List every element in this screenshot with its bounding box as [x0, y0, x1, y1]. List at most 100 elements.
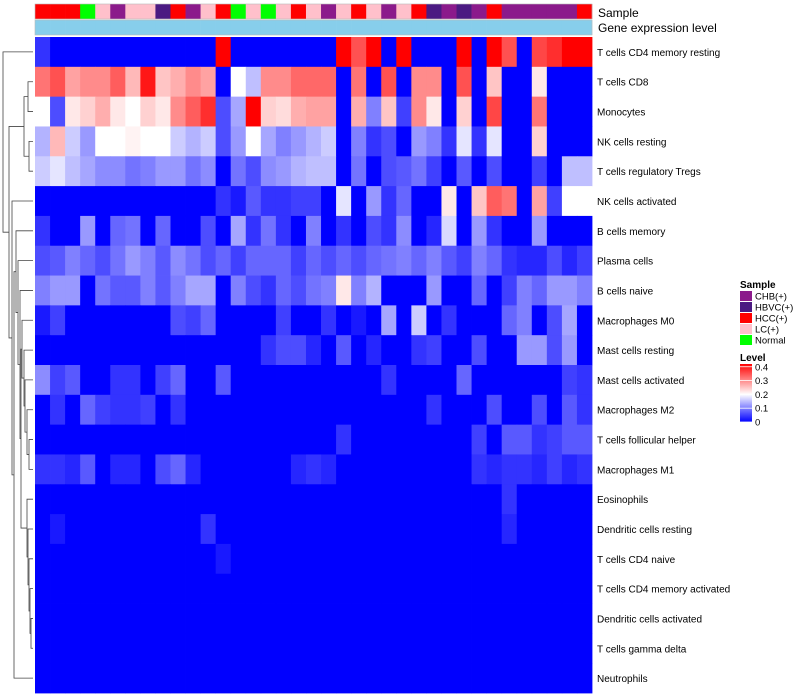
heatmap-cell: [170, 96, 186, 127]
heatmap-cell: [95, 37, 111, 68]
heatmap-cell: [290, 663, 307, 694]
heatmap-cell: [501, 156, 518, 187]
heatmap-cell: [305, 96, 322, 127]
heatmap-cell: [426, 484, 442, 515]
heatmap-cell: [576, 335, 593, 366]
heatmap-cell: [275, 633, 292, 664]
heatmap-cell: [260, 275, 277, 306]
heatmap-cell: [531, 215, 548, 247]
heatmap-cell: [561, 335, 578, 366]
dendrogram-branch: [29, 588, 33, 634]
heatmap-cell: [230, 573, 247, 604]
heatmap-cell: [215, 186, 232, 217]
heatmap-cell: [155, 633, 171, 664]
heatmap-cell: [215, 215, 232, 247]
heatmap-cell: [170, 633, 186, 664]
sample-annotation-cell: [200, 4, 216, 19]
heatmap-cell: [80, 245, 96, 276]
heatmap-cell: [305, 335, 322, 366]
heatmap-cell: [336, 454, 352, 485]
heatmap-cell: [305, 126, 322, 157]
heatmap-cell: [275, 484, 292, 515]
heatmap-cell: [411, 573, 427, 604]
heatmap-cell: [305, 543, 322, 575]
row-label: Macrophages M0: [597, 316, 675, 327]
heatmap-cell: [155, 663, 171, 694]
row-label: T cells CD4 memory activated: [597, 585, 730, 596]
heatmap-cell: [125, 543, 141, 575]
row-label: T cells gamma delta: [597, 644, 687, 655]
heatmap-cell: [50, 573, 66, 604]
heatmap-cell: [456, 454, 472, 485]
heatmap-cell: [95, 454, 111, 485]
heatmap-cell: [471, 156, 488, 187]
heatmap-cell: [381, 215, 397, 247]
heatmap-cell: [290, 126, 307, 157]
heatmap-cell: [546, 215, 563, 247]
heatmap-cell: [125, 663, 141, 694]
heatmap-cell: [245, 514, 262, 545]
heatmap-cell: [501, 573, 518, 604]
sample-legend-label: HBVC(+): [755, 303, 793, 314]
expression-annotation-cell: [260, 20, 277, 35]
heatmap-cell: [441, 305, 457, 336]
heatmap-cell: [426, 66, 442, 98]
heatmap-cell: [426, 275, 442, 306]
sample-annotation-cell: [426, 4, 442, 19]
heatmap-cell: [411, 543, 427, 575]
sample-legend-swatch: [740, 335, 752, 345]
heatmap-cell: [546, 66, 563, 98]
heatmap-cell: [35, 484, 51, 515]
heatmap-cell: [396, 156, 412, 187]
heatmap-cell: [260, 335, 277, 366]
heatmap-cell: [411, 126, 427, 157]
expression-annotation-cell: [35, 20, 51, 35]
heatmap-cell: [215, 424, 232, 455]
heatmap-cell: [230, 603, 247, 634]
heatmap-cell: [110, 275, 126, 306]
heatmap-cell: [351, 514, 367, 545]
heatmap-cell: [140, 424, 156, 455]
heatmap-cell: [576, 305, 593, 336]
heatmap-cell: [351, 424, 367, 455]
heatmap-cell: [456, 663, 472, 694]
level-tick-label: 0.4: [755, 362, 768, 373]
heatmap-cell: [230, 484, 247, 515]
heatmap-cell: [260, 305, 277, 336]
expression-annotation-cell: [486, 20, 502, 35]
row-label: NK cells resting: [597, 137, 666, 148]
heatmap-cell: [95, 275, 111, 306]
heatmap-cell: [351, 603, 367, 634]
expression-annotation-cell: [396, 20, 412, 35]
heatmap-cell: [200, 454, 217, 485]
heatmap-cell: [381, 96, 397, 127]
heatmap-cell: [65, 96, 81, 127]
heatmap-cell: [501, 305, 518, 336]
heatmap-cell: [35, 215, 51, 247]
heatmap-cell: [200, 96, 217, 127]
heatmap-cell: [456, 514, 472, 545]
heatmap-cell: [321, 215, 337, 247]
heatmap-cell: [35, 245, 51, 276]
heatmap-cell: [245, 454, 262, 485]
heatmap-cell: [305, 663, 322, 694]
dendrogram-branch: [28, 439, 33, 470]
heatmap-cell: [546, 514, 563, 545]
heatmap-cell: [125, 156, 141, 187]
heatmap-cell: [321, 186, 337, 217]
heatmap-cell: [275, 365, 292, 396]
heatmap-cell: [245, 37, 262, 68]
heatmap-cell: [531, 543, 548, 575]
expression-annotation-cell: [381, 20, 397, 35]
heatmap-cell: [426, 394, 442, 426]
heatmap-cell: [65, 663, 81, 694]
heatmap-cell: [140, 603, 156, 634]
heatmap-cell: [411, 305, 427, 336]
sample-annotation-cell: [471, 4, 487, 19]
heatmap-cell: [50, 484, 66, 515]
heatmap-cell: [381, 37, 397, 68]
heatmap-cell: [516, 394, 533, 426]
heatmap-cell: [426, 156, 442, 187]
expression-annotation-cell: [290, 20, 307, 35]
row-labels: T cells CD4 memory resting T cells CD8 Mon…: [597, 48, 730, 685]
